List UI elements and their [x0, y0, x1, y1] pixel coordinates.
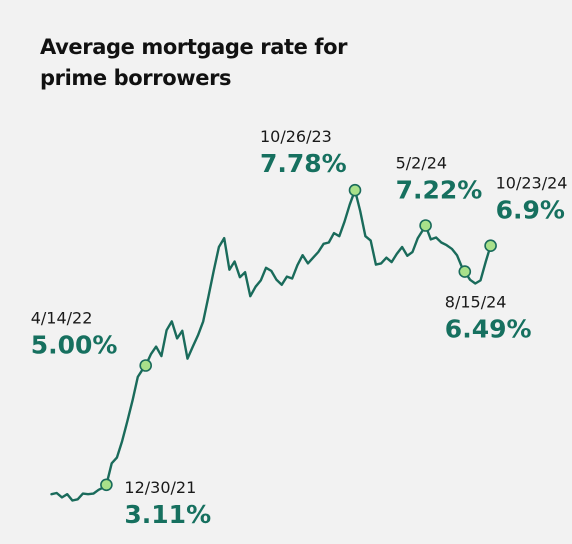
annotation-value-label: 7.78%: [260, 149, 347, 178]
annotation-marker: [419, 219, 432, 232]
annotation-date-label: 4/14/22: [31, 309, 93, 328]
annotation-date-label: 8/15/24: [445, 293, 507, 312]
chart-title: Average mortgage rate for prime borrower…: [40, 35, 348, 90]
annotation-marker: [484, 239, 497, 252]
annotation-markers: [100, 183, 497, 492]
annotation-date-label: 12/30/21: [124, 478, 196, 497]
annotation-marker: [100, 478, 113, 492]
annotation-value-label: 3.11%: [124, 500, 211, 529]
annotation-marker: [139, 359, 152, 372]
annotation-date-label: 5/2/24: [396, 154, 448, 173]
annotation-labels: 12/30/21 3.11% 4/14/22 5.00% 10/26/23 7.78% 5/…: [31, 127, 568, 529]
annotation-marker: [458, 265, 472, 278]
rate-line: [50, 189, 492, 502]
annotation-value-label: 6.9%: [496, 196, 565, 225]
annotation-date-label: 10/26/23: [260, 127, 332, 146]
annotation-value-label: 7.22%: [396, 176, 483, 205]
annotation-date-label: 10/23/24: [496, 174, 568, 193]
annotation-value-label: 6.49%: [445, 315, 532, 344]
annotation-marker: [348, 183, 362, 197]
annotation-value-label: 5.00%: [31, 331, 118, 360]
